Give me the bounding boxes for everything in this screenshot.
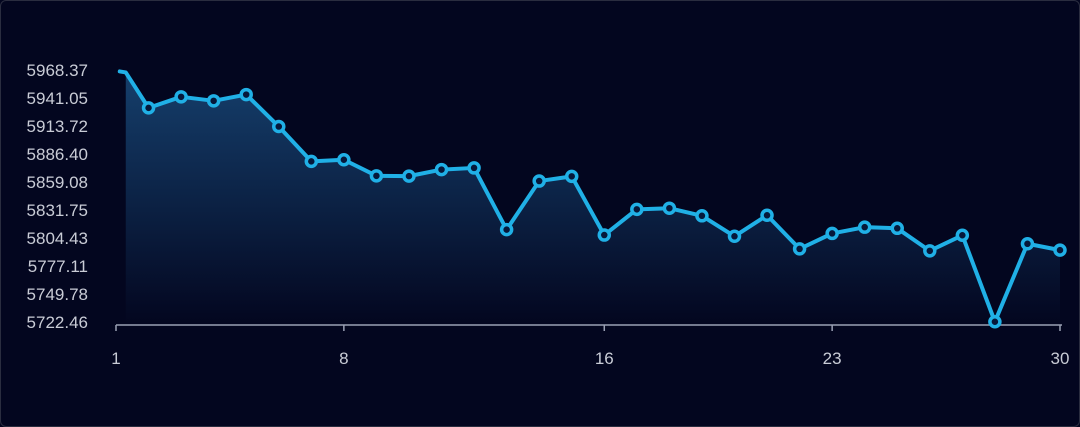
x-axis-tick-labels: 1 8 16 23 30 [111,349,1069,368]
y-tick-label: 5749.78 [27,285,88,304]
y-tick-label: 5831.75 [27,201,88,220]
x-tick-label: 8 [339,349,348,368]
data-point [1020,237,1035,251]
data-point [174,90,188,104]
data-point [369,169,384,183]
data-point [988,315,1002,329]
x-tick-label: 23 [823,349,842,368]
data-point [564,169,579,184]
y-tick-label: 5913.72 [27,117,88,136]
data-point [272,119,286,134]
data-point [467,161,481,175]
data-point [337,152,351,167]
x-tick-label: 30 [1051,349,1070,368]
data-point [1053,243,1067,257]
data-point [727,229,742,244]
data-point [532,174,546,188]
y-tick-label: 5859.08 [27,173,88,192]
data-point [499,222,514,237]
area-fill [125,72,1061,325]
x-tick-label: 1 [111,349,120,368]
y-tick-label: 5941.05 [27,89,88,108]
data-point [597,228,612,242]
data-point [955,228,970,243]
y-axis-tick-labels: 5968.37 5941.05 5913.72 5886.40 5859.08 5831.… [27,61,88,332]
y-tick-label: 5777.11 [28,257,88,276]
data-point [890,221,904,236]
data-point [304,154,319,169]
data-point [695,209,709,223]
y-tick-label: 5722.46 [27,313,88,332]
data-points [141,87,1067,329]
data-point [206,94,221,108]
data-point [825,226,839,241]
data-point [402,169,416,183]
x-tick-label: 16 [595,349,614,368]
data-point [630,202,644,217]
data-point [434,162,449,177]
data-point [923,244,937,258]
data-point [792,242,807,256]
data-point [760,208,774,223]
area-layer [125,72,1061,325]
data-point [141,101,156,115]
data-point [662,201,677,215]
data-point [857,220,872,234]
x-axis [115,324,1062,331]
y-tick-label: 5968.37 [27,61,88,80]
data-point [239,87,253,102]
y-tick-label: 5804.43 [27,229,88,248]
y-tick-label: 5886.40 [27,145,88,164]
